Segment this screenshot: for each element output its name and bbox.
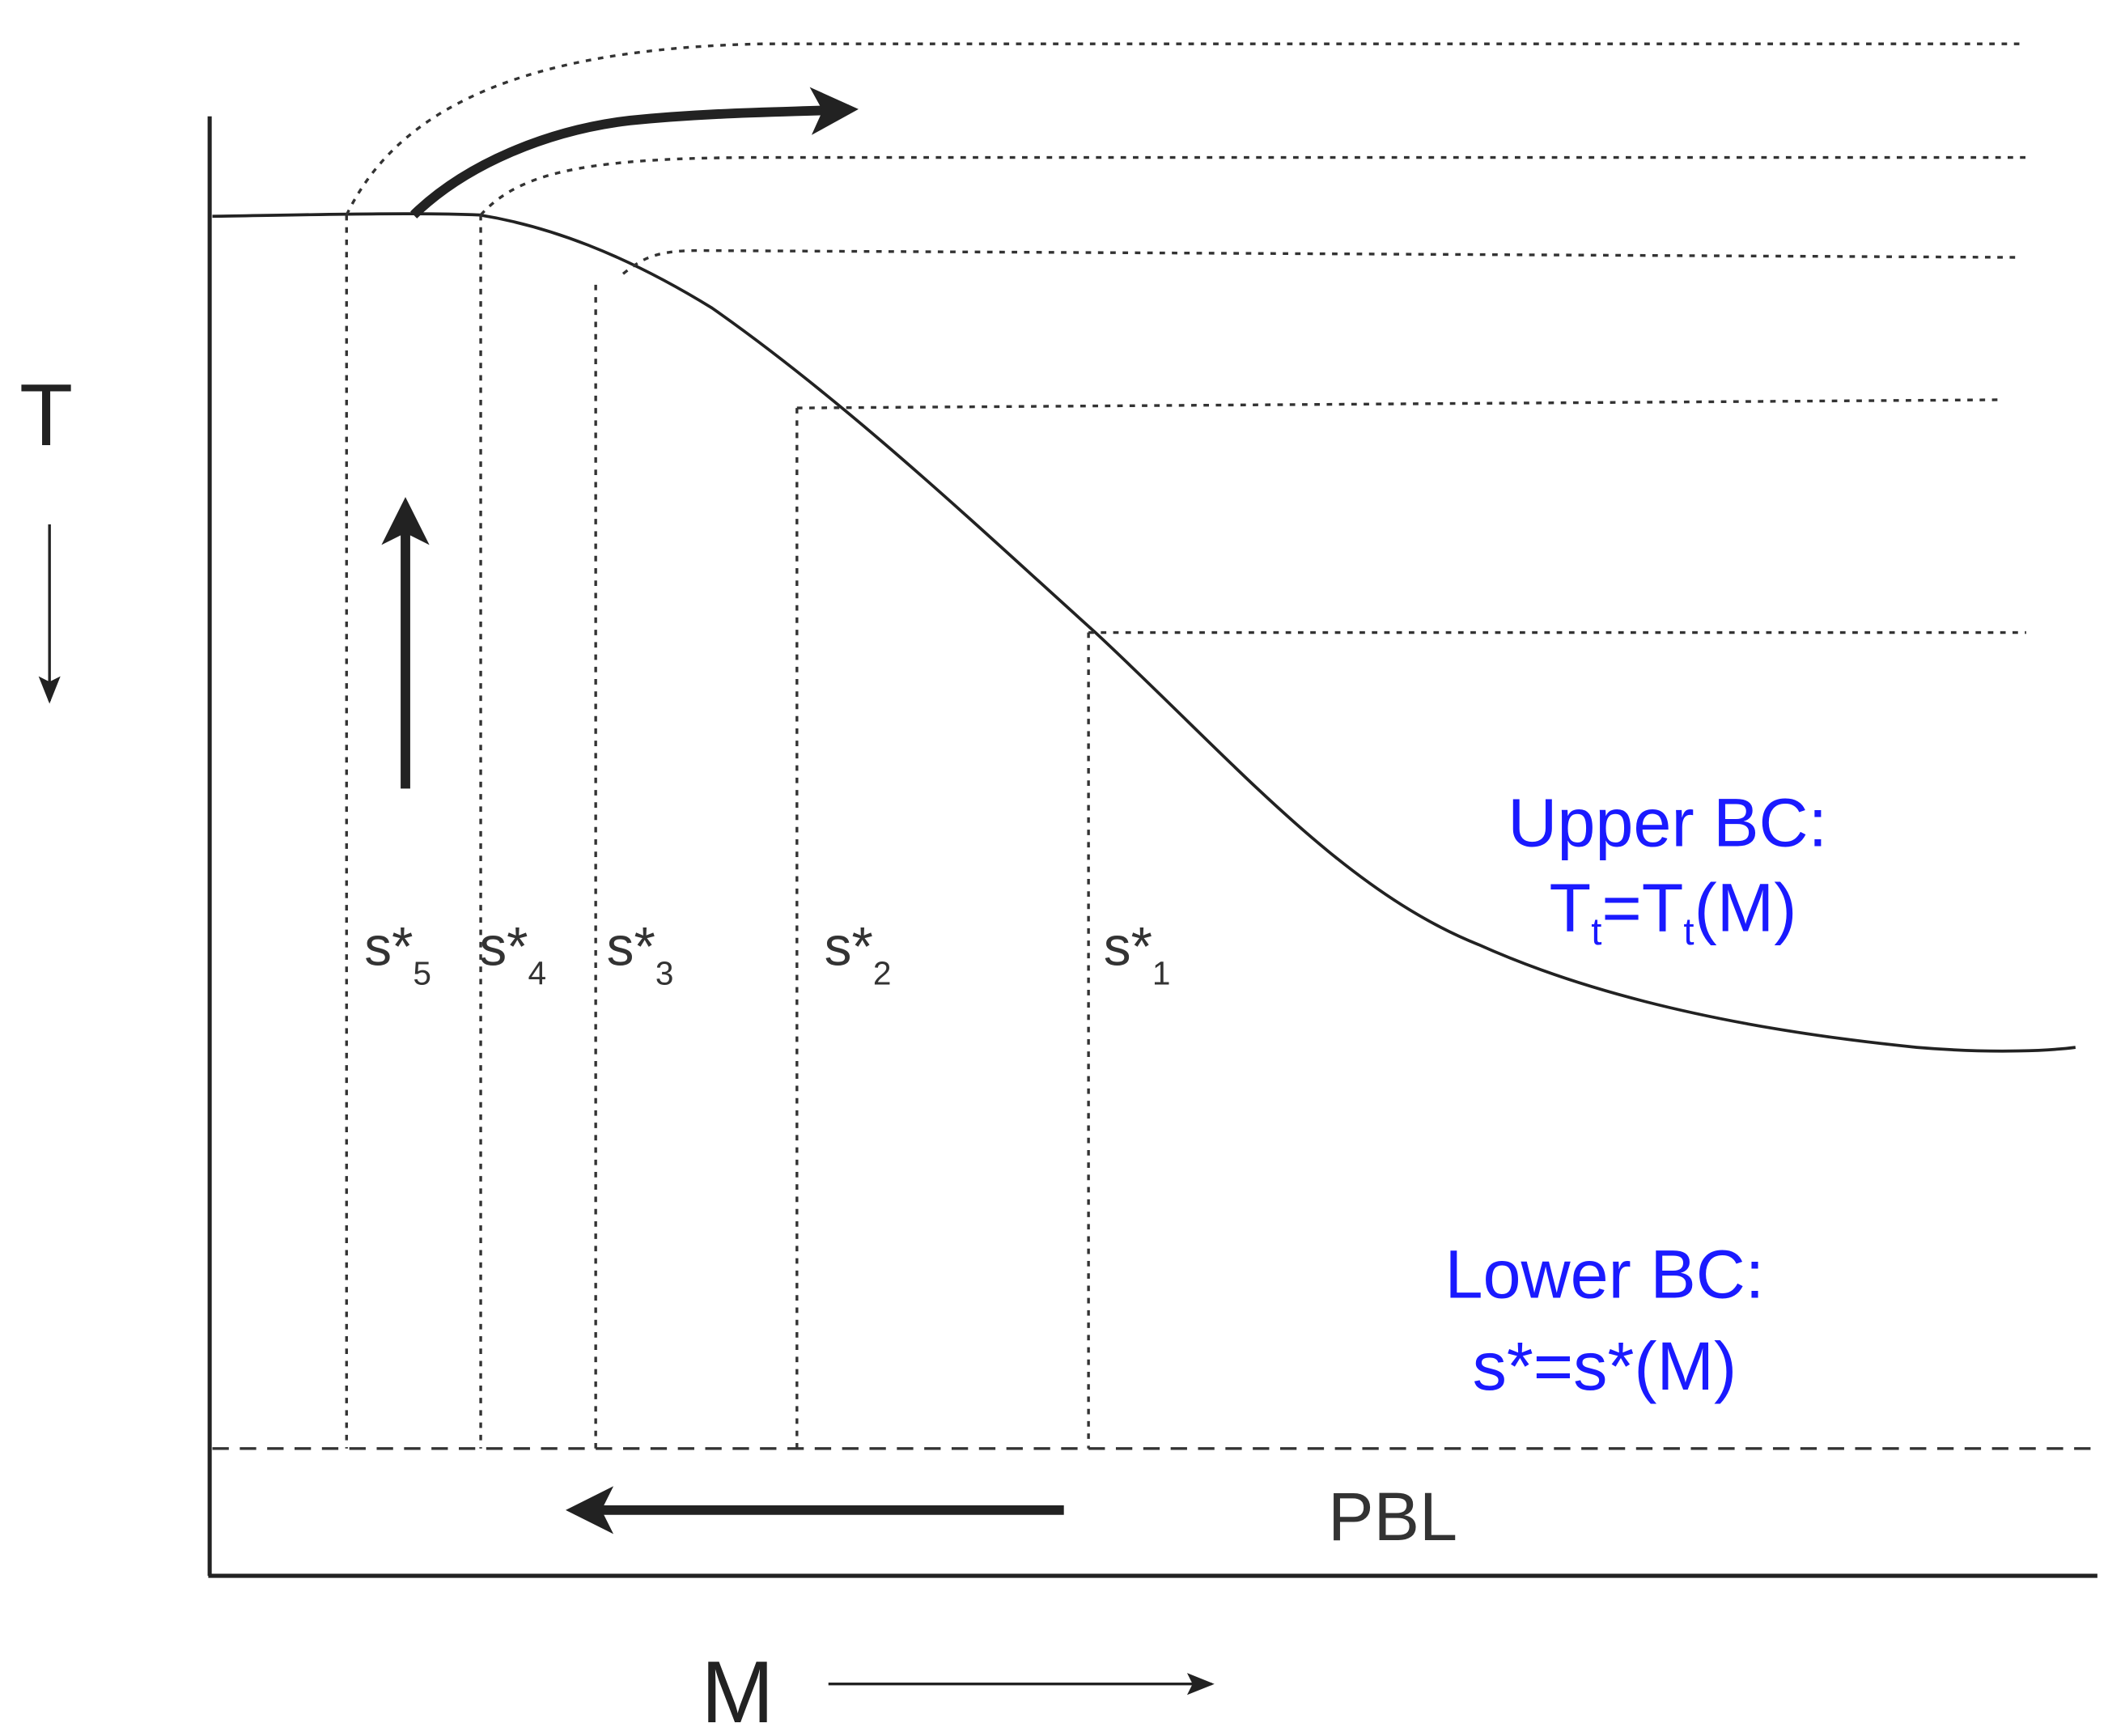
- trajectory: [479, 155, 2026, 216]
- formula-part: (M): [1694, 868, 1797, 945]
- formula-part: T: [1550, 868, 1592, 945]
- upper-bc-formula: Tt=Tt(M): [1550, 868, 1797, 953]
- level-label: s*1: [1104, 917, 1171, 992]
- level-base: s*: [607, 917, 655, 978]
- flow-arrow: [410, 87, 859, 219]
- trajectory: [621, 248, 2020, 275]
- formula-part: =T: [1601, 868, 1683, 945]
- tropopause-curve: [212, 212, 2076, 1053]
- level-label: s*3: [607, 917, 674, 992]
- formula-sub: t: [1683, 910, 1694, 953]
- x-axis-label: M: [701, 1643, 774, 1736]
- level-sub: 3: [655, 954, 674, 991]
- level-sub: 4: [528, 954, 547, 991]
- upper-bc-title: Upper BC:: [1508, 783, 1827, 860]
- pbl-label: PBL: [1328, 1478, 1457, 1555]
- level-label: s*5: [364, 917, 431, 992]
- level-base: s*: [1104, 917, 1152, 978]
- lower-bc-formula: s*=s*(M): [1473, 1327, 1737, 1404]
- level-label: s*2: [825, 917, 892, 992]
- level-sub: 5: [413, 954, 431, 991]
- level-base: s*: [364, 917, 413, 978]
- level-label: s*4: [479, 917, 546, 992]
- y-axis-label: T: [19, 366, 73, 464]
- formula-sub: t: [1591, 910, 1601, 953]
- level-base: s*: [479, 917, 528, 978]
- level-sub: 1: [1152, 954, 1171, 991]
- trajectory: [345, 42, 2020, 216]
- lower-bc-title: Lower BC:: [1444, 1236, 1764, 1313]
- trajectory: [796, 398, 2002, 410]
- level-sub: 2: [873, 954, 892, 991]
- level-base: s*: [825, 917, 873, 978]
